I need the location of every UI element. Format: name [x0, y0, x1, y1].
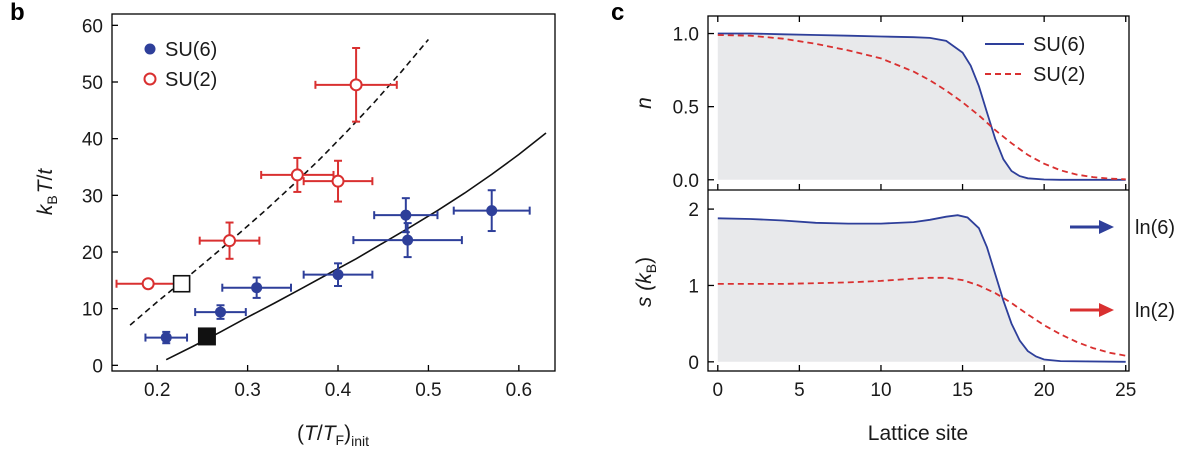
c-x-tick-label: 20	[1034, 380, 1055, 401]
legend-su2-label: SU(2)	[165, 69, 217, 91]
panel-b-frame	[111, 13, 556, 372]
panel-c-xlabel: Lattice site	[868, 422, 968, 445]
n-y-tick-label: 0.5	[673, 98, 699, 119]
y-tick-label: 30	[82, 186, 103, 207]
panel-b-ylabel: kBT/t	[34, 168, 60, 216]
s-ylabel-s: s (	[633, 282, 656, 307]
y-tick-label: 50	[82, 73, 103, 94]
su6-data-point	[251, 282, 263, 294]
xlabel-t2: T	[323, 422, 338, 445]
panel-c-annotations: ln(6) ln(2)	[1070, 217, 1175, 322]
legend-su6-label: SU(6)	[165, 39, 217, 61]
su2-data-point	[223, 234, 237, 248]
legend-su6-marker	[144, 43, 156, 55]
su6-fit-curve	[165, 132, 547, 361]
y-tick-label: 0	[92, 356, 103, 377]
x-tick-label: 0.6	[506, 380, 532, 401]
panel-b-ticks: 0.2 0.3 0.4 0.5 0.6 0 10 20 30 40 50 60	[82, 16, 532, 401]
panel-c-legend: SU(6) SU(2)	[985, 34, 1085, 86]
legend-c-su2-label: SU(2)	[1033, 64, 1085, 86]
n-su2-curve	[717, 34, 1126, 181]
y-tick-label: 10	[82, 300, 103, 321]
s-y-tick-label: 1	[688, 276, 699, 297]
y-tick-label: 20	[82, 243, 103, 264]
xlabel-slash: /	[317, 422, 323, 445]
ln2-arrow-head	[1099, 303, 1114, 317]
panel-b-xlabel: (T/TF)init	[297, 422, 369, 449]
panel-label-c: c	[611, 0, 624, 26]
c-x-tick-label: 5	[794, 380, 805, 401]
s-ylabel-sub-b: B	[643, 264, 659, 273]
legend-c-su6-label: SU(6)	[1033, 34, 1085, 56]
c-x-tick-label: 10	[870, 380, 891, 401]
xlabel-sub-init: init	[351, 433, 369, 449]
su2-data-point	[141, 277, 155, 291]
ln2-label: ln(2)	[1135, 300, 1175, 322]
ln6-arrow-head	[1099, 220, 1114, 234]
ylabel-t-cap: T	[34, 178, 57, 193]
ylabel-k: k	[34, 203, 57, 215]
panel-c-bottom-ylabel: s (kB)	[633, 257, 659, 307]
s-su2-curve	[717, 276, 1126, 357]
ln6-label: ln(6)	[1135, 217, 1175, 239]
xlabel-close: )	[344, 422, 351, 445]
ylabel-t: t	[34, 168, 57, 175]
legend-su2-marker	[143, 72, 157, 86]
su6-data-point	[332, 269, 344, 281]
x-tick-label: 0.4	[325, 380, 352, 401]
su6-square-marker	[197, 327, 216, 346]
n-y-tick-label: 1.0	[673, 25, 699, 46]
n-su6-curve	[717, 32, 1126, 181]
su6-data-point	[402, 234, 414, 246]
c-x-tick-label: 0	[713, 380, 724, 401]
c-x-tick-label: 25	[1115, 380, 1136, 401]
s-y-tick-label: 0	[688, 353, 699, 374]
su6-data-point	[400, 209, 412, 221]
y-tick-label: 40	[82, 130, 103, 151]
y-tick-label: 60	[82, 16, 103, 37]
su2-data-point	[290, 168, 304, 182]
x-tick-label: 0.2	[144, 380, 170, 401]
su2-data-point	[331, 174, 345, 188]
n-y-tick-label: 0.0	[673, 171, 699, 192]
panel-c-top-plot	[717, 32, 1126, 181]
panel-c-ticks: 0 5 10 15 20 25 0.0 0.5 1.0 0 1 2	[673, 16, 1136, 401]
s-y-tick-label: 2	[688, 200, 699, 221]
s-ylabel-close: )	[633, 257, 656, 264]
s-su6-curve	[717, 214, 1126, 363]
n-su6-fill-area	[717, 33, 1126, 180]
s-su6-fill-area	[717, 215, 1126, 362]
panel-c-bottom-plot	[717, 214, 1126, 363]
ylabel-slash: /	[34, 175, 57, 181]
panel-c-frame	[707, 15, 1130, 372]
su6-data-point	[160, 332, 172, 344]
su2-square-marker	[172, 274, 191, 293]
x-tick-label: 0.5	[415, 380, 441, 401]
su6-data-point	[214, 306, 226, 318]
panel-b-legend: SU(6) SU(2)	[143, 39, 217, 91]
xlabel-t1: T	[304, 422, 319, 445]
panel-label-b: b	[10, 0, 25, 26]
s-ylabel-k: k	[633, 272, 656, 284]
su6-data-point	[486, 205, 498, 217]
su2-data-point	[349, 78, 363, 92]
xlabel-open: (	[297, 422, 304, 445]
panel-c-top-ylabel: n	[633, 97, 656, 109]
panel-b-plot	[115, 38, 547, 361]
x-tick-label: 0.3	[234, 380, 260, 401]
xlabel-sub-f: F	[336, 432, 345, 448]
ylabel-sub-b: B	[44, 195, 60, 204]
c-x-tick-label: 15	[952, 380, 973, 401]
